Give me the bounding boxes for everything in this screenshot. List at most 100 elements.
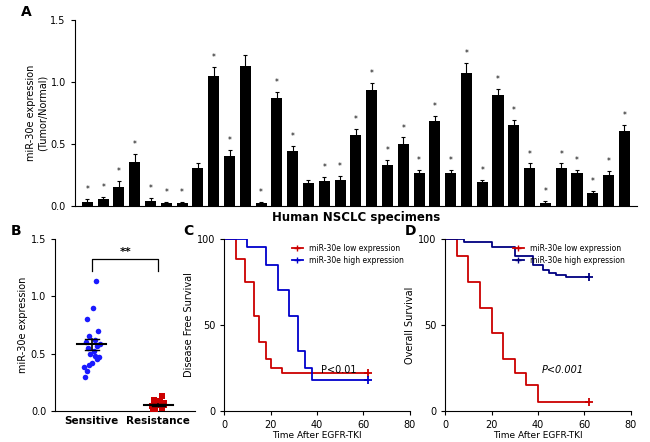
Text: *: * (606, 157, 610, 166)
miR-30e low expression (453, 253, 461, 259)
miR-30e high expression (308, 365, 316, 370)
miR-30e low expression (364, 370, 372, 376)
miR-30e high expression (460, 240, 468, 245)
Text: *: * (385, 146, 389, 155)
miR-30e low expression (499, 331, 507, 336)
miR-30e low expression (534, 382, 542, 388)
Point (157, 404, 168, 411)
Text: P<0.01: P<0.01 (320, 365, 356, 375)
miR-30e low expression (255, 314, 263, 319)
miR-30e high expression (545, 271, 553, 276)
Bar (398, 144, 409, 206)
Point (90, 278, 101, 285)
miR-30e high expression (244, 244, 252, 250)
miR-30e high expression (441, 236, 449, 241)
miR-30e high expression (580, 274, 588, 279)
miR-30e high expression (274, 262, 281, 267)
Legend: miR-30e low expression, miR-30e high expression: miR-30e low expression, miR-30e high exp… (290, 243, 406, 267)
miR-30e low expression (278, 370, 286, 376)
miR-30e low expression (262, 339, 270, 345)
Text: *: * (275, 78, 279, 87)
miR-30e high expression (364, 377, 372, 383)
Point (94, 354, 104, 361)
miR-30e low expression (488, 305, 495, 310)
Y-axis label: miR-30e expression
(Tumor/Normal): miR-30e expression (Tumor/Normal) (26, 65, 47, 161)
Text: *: * (465, 49, 469, 58)
miR-30e high expression (244, 236, 252, 241)
Text: A: A (21, 5, 32, 19)
miR-30e high expression (529, 253, 537, 259)
miR-30e low expression (241, 257, 249, 262)
Bar (287, 151, 298, 206)
miR-30e high expression (220, 236, 228, 241)
Text: *: * (259, 188, 263, 197)
Point (92, 356, 103, 363)
miR-30e low expression (465, 253, 473, 259)
miR-30e high expression (294, 348, 302, 354)
miR-30e high expression (585, 274, 593, 279)
miR-30e low expression (266, 357, 274, 362)
Text: *: * (322, 163, 326, 172)
miR-30e low expression (465, 279, 473, 285)
Legend: miR-30e low expression, miR-30e high expression: miR-30e low expression, miR-30e high exp… (511, 243, 627, 267)
miR-30e high expression (364, 377, 372, 383)
Point (159, 402, 170, 409)
X-axis label: Time After EGFR-TKI
treatment(month): Time After EGFR-TKI treatment(month) (493, 431, 582, 442)
Bar (161, 203, 172, 206)
miR-30e low expression (511, 357, 519, 362)
Text: *: * (227, 136, 231, 145)
Text: **: ** (119, 247, 131, 257)
Bar (540, 203, 551, 206)
Point (155, 397, 166, 404)
miR-30e low expression (585, 400, 593, 405)
Bar (619, 131, 630, 206)
Bar (82, 202, 93, 206)
Point (93, 327, 103, 334)
Line: miR-30e low expression: miR-30e low expression (224, 239, 368, 373)
Text: *: * (338, 162, 342, 171)
miR-30e high expression (585, 274, 593, 279)
Bar (571, 173, 582, 206)
Point (159, 400, 169, 407)
Bar (524, 168, 535, 206)
miR-30e high expression (552, 271, 560, 276)
Point (151, 398, 162, 405)
Bar (461, 73, 472, 206)
Point (81, 367, 92, 374)
Text: *: * (623, 111, 627, 120)
miR-30e low expression (232, 236, 240, 241)
miR-30e high expression (539, 262, 547, 267)
Text: *: * (496, 75, 500, 84)
miR-30e low expression (220, 236, 228, 241)
Bar (508, 125, 519, 206)
Bar (145, 201, 156, 206)
Bar (129, 162, 140, 206)
Text: *: * (591, 177, 595, 186)
Text: *: * (417, 156, 421, 165)
Bar (587, 193, 598, 206)
Bar (382, 165, 393, 206)
Point (86, 359, 97, 366)
Text: *: * (433, 103, 437, 111)
Point (80, 373, 90, 380)
Bar (445, 173, 456, 206)
miR-30e high expression (460, 236, 468, 241)
Bar (240, 66, 251, 206)
Line: miR-30e high expression: miR-30e high expression (224, 239, 368, 380)
Bar (366, 91, 377, 206)
Point (146, 403, 157, 410)
Point (84, 350, 95, 357)
miR-30e low expression (278, 365, 286, 370)
miR-30e low expression (250, 314, 258, 319)
miR-30e low expression (262, 357, 270, 362)
Text: *: * (543, 187, 547, 196)
Bar (429, 122, 440, 206)
Text: *: * (354, 115, 358, 124)
miR-30e high expression (285, 314, 293, 319)
Y-axis label: Disease Free Survival: Disease Free Survival (184, 272, 194, 377)
miR-30e low expression (453, 236, 461, 241)
miR-30e high expression (511, 253, 519, 259)
Text: *: * (401, 123, 405, 133)
miR-30e low expression (511, 370, 519, 376)
Bar (192, 168, 203, 206)
